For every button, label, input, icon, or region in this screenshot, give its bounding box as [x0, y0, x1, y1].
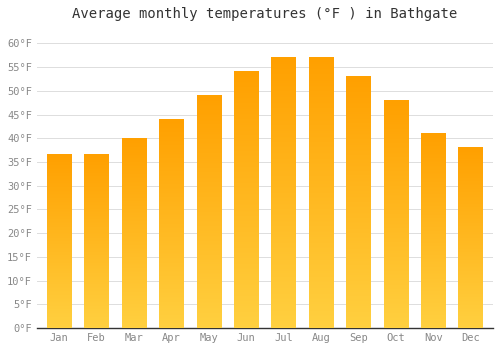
Title: Average monthly temperatures (°F ) in Bathgate: Average monthly temperatures (°F ) in Ba… [72, 7, 458, 21]
